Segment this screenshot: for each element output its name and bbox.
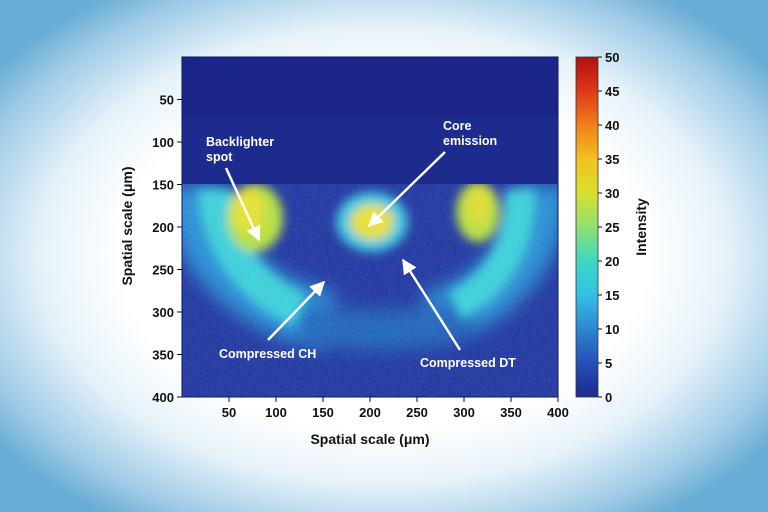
annotations: Backlighter spot Core emission Compresse… [206,119,516,370]
colorbar-tick-label: 15 [605,288,619,303]
colorbar-ticks: 0 5 10 15 20 25 30 35 40 45 50 [598,50,619,405]
colorbar: 0 5 10 15 20 25 30 35 40 45 50 Intensity [575,50,649,405]
y-tick-label: 100 [152,135,174,150]
arrow-backlighter-spot [224,167,261,242]
arrow-compressed-ch [267,280,326,341]
y-axis: 50 100 150 200 250 300 350 400 [152,93,182,405]
x-tick-label: 350 [500,405,522,420]
x-axis: 50 100 150 200 250 300 350 400 [222,397,569,420]
arrow-core-emission [367,151,446,228]
y-tick-label: 50 [160,93,174,108]
colorbar-tick-label: 50 [605,50,619,65]
x-tick-label: 250 [406,405,428,420]
colorbar-tick-label: 0 [605,390,612,405]
colorbar-tick-label: 10 [605,322,619,337]
y-tick-label: 200 [152,220,174,235]
y-tick-label: 250 [152,263,174,278]
colorbar-tick-label: 5 [605,356,612,371]
colorbar-tick-label: 35 [605,152,619,167]
y-axis-label: Spatial scale (μm) [119,166,135,285]
colorbar-tick-label: 20 [605,254,619,269]
x-tick-label: 300 [453,405,475,420]
x-tick-label: 150 [312,405,334,420]
colorbar-gradient [575,56,599,398]
x-axis-label: Spatial scale (μm) [310,431,429,447]
y-tick-label: 350 [152,348,174,363]
y-tick-label: 400 [152,390,174,405]
colorbar-label: Intensity [633,198,649,256]
y-tick-label: 150 [152,178,174,193]
x-tick-label: 50 [222,405,236,420]
upper-band [182,57,558,117]
colorbar-tick-label: 45 [605,84,619,99]
colorbar-tick-label: 25 [605,220,619,235]
colorbar-tick-label: 30 [605,186,619,201]
arrow-compressed-dt [401,258,462,351]
x-tick-label: 200 [359,405,381,420]
heatmap-plot [181,56,559,398]
annotation-compressed-ch: Compressed CH [219,347,316,361]
x-tick-label: 400 [547,405,569,420]
annotation-compressed-dt: Compressed DT [420,356,516,370]
annotation-backlighter-spot: Backlighter spot [206,135,278,164]
colorbar-tick-label: 40 [605,118,619,133]
x-tick-label: 100 [265,405,287,420]
annotation-core-emission: Core emission [443,119,497,148]
y-tick-label: 300 [152,305,174,320]
